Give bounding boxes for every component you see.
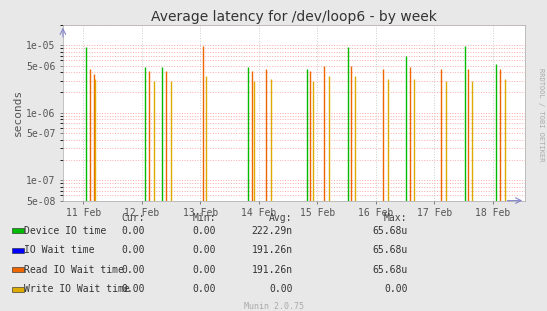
Text: RRDTOOL / TOBI OETIKER: RRDTOOL / TOBI OETIKER (538, 68, 544, 162)
Text: Max:: Max: (384, 213, 408, 223)
Text: Cur:: Cur: (121, 213, 145, 223)
Text: 0.00: 0.00 (121, 285, 145, 295)
Text: 222.29n: 222.29n (252, 226, 293, 236)
Text: Read IO Wait time: Read IO Wait time (24, 265, 124, 275)
Text: 65.68u: 65.68u (373, 265, 408, 275)
Text: 0.00: 0.00 (384, 285, 408, 295)
Y-axis label: seconds: seconds (13, 89, 23, 136)
Text: 0.00: 0.00 (121, 265, 145, 275)
Text: 0.00: 0.00 (193, 226, 216, 236)
Text: 0.00: 0.00 (193, 245, 216, 255)
Title: Average latency for /dev/loop6 - by week: Average latency for /dev/loop6 - by week (151, 10, 437, 24)
Text: 65.68u: 65.68u (373, 226, 408, 236)
Text: Avg:: Avg: (269, 213, 293, 223)
Text: 0.00: 0.00 (193, 285, 216, 295)
Text: 191.26n: 191.26n (252, 245, 293, 255)
Text: Write IO Wait time: Write IO Wait time (24, 285, 130, 295)
Text: Device IO time: Device IO time (24, 226, 106, 236)
Text: 0.00: 0.00 (121, 245, 145, 255)
Text: Munin 2.0.75: Munin 2.0.75 (243, 301, 304, 310)
Text: Min:: Min: (193, 213, 216, 223)
Text: 0.00: 0.00 (269, 285, 293, 295)
Text: 0.00: 0.00 (193, 265, 216, 275)
Text: 65.68u: 65.68u (373, 245, 408, 255)
Text: IO Wait time: IO Wait time (24, 245, 95, 255)
Text: 191.26n: 191.26n (252, 265, 293, 275)
Text: 0.00: 0.00 (121, 226, 145, 236)
